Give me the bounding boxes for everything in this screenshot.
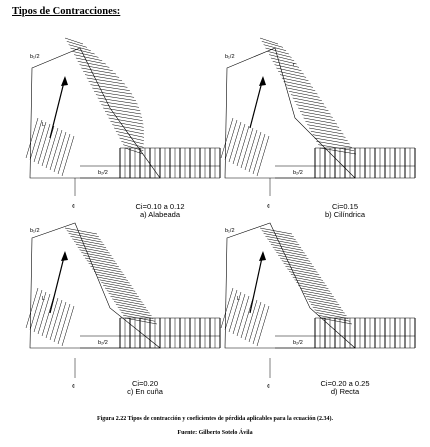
label-b1: b₁/2 xyxy=(225,54,235,60)
figure-caption: Figura 2.22 Tipos de contracción y coefi… xyxy=(0,416,430,422)
centerline-mark: ¢ xyxy=(72,204,75,210)
label-L: L xyxy=(42,296,45,302)
coef-c-name: c) En cuña xyxy=(100,388,190,396)
figure-a-warped: b₁/2 L b₂/2 ¢ Ci=0.10 a 0.12 a) Alabeada xyxy=(20,28,230,228)
figure-b-drawing: b₁/2 r b₂/2 ¢ xyxy=(215,28,425,228)
figure-a-drawing: b₁/2 L b₂/2 ¢ xyxy=(20,28,230,228)
label-r: r xyxy=(293,62,295,68)
coef-a: Ci=0.10 a 0.12 a) Alabeada xyxy=(115,203,205,219)
section-title: Tipos de Contracciones: xyxy=(12,6,120,17)
label-b2: b₂/2 xyxy=(293,170,303,176)
label-b2: b₂/2 xyxy=(98,170,108,176)
figure-d-straight: b₁/2 L b₂/2 ¢ Ci=0.20 a 0.25 d) Recta xyxy=(215,218,425,418)
label-L: L xyxy=(237,296,240,302)
label-b1: b₁/2 xyxy=(225,228,235,234)
coef-d-name: d) Recta xyxy=(300,388,390,396)
label-b1: b₁/2 xyxy=(30,228,40,234)
centerline-mark: ¢ xyxy=(267,384,270,390)
coef-c: Ci=0.20 c) En cuña xyxy=(100,380,190,396)
label-b2: b₂/2 xyxy=(293,340,303,346)
figure-b-cylindrical: b₁/2 r b₂/2 ¢ Ci=0.15 b) Cilíndrica xyxy=(215,28,425,228)
figure-source: Fuente: Gilberto Sotelo Ávila xyxy=(0,430,430,436)
label-L: L xyxy=(42,122,45,128)
figure-c-wedge: b₁/2 L b₂/2 ¢ Ci=0.20 c) En cuña xyxy=(20,218,230,418)
centerline-mark: ¢ xyxy=(72,384,75,390)
centerline-mark: ¢ xyxy=(267,204,270,210)
label-b2: b₂/2 xyxy=(98,340,108,346)
coef-b: Ci=0.15 b) Cilíndrica xyxy=(300,203,390,219)
label-b1: b₁/2 xyxy=(30,54,40,60)
coef-d: Ci=0.20 a 0.25 d) Recta xyxy=(300,380,390,396)
